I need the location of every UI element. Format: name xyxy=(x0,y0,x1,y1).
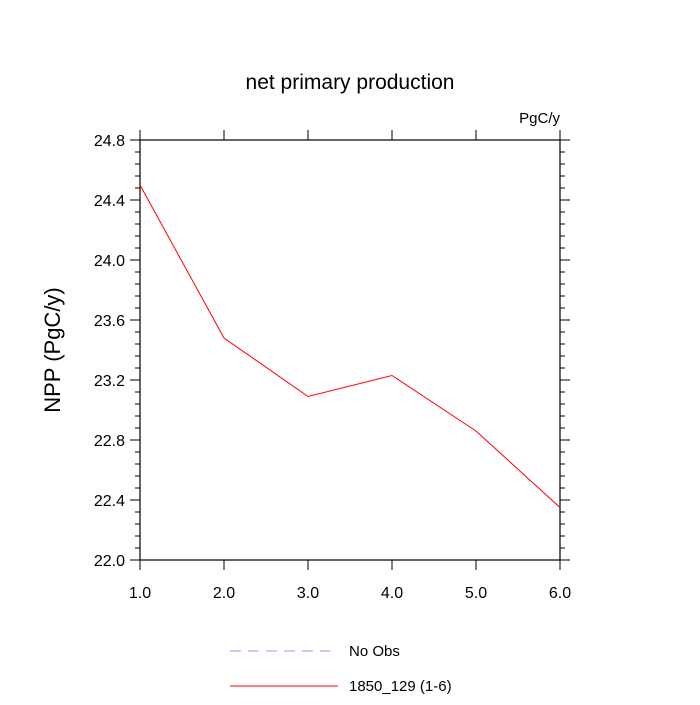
y-tick-label: 24.8 xyxy=(94,133,125,150)
y-axis-ticks: 22.0 22.4 22.8 23.2 23.6 24.0 24.4 24.8 xyxy=(94,133,570,570)
x-tick-label: 6.0 xyxy=(549,585,571,602)
chart-title: net primary production xyxy=(246,71,455,94)
y-tick-label: 24.0 xyxy=(94,253,125,270)
legend-label: No Obs xyxy=(349,643,400,660)
y-axis-label: NPP (PgC/y) xyxy=(40,287,65,413)
y-tick-label: 22.4 xyxy=(94,493,125,510)
series-line xyxy=(139,184,561,508)
units-label: PgC/y xyxy=(519,110,560,127)
y-tick-label: 22.0 xyxy=(94,553,125,570)
x-axis-ticks: 1.0 2.0 3.0 4.0 5.0 6.0 xyxy=(129,130,571,602)
series-layer xyxy=(139,184,561,508)
y-tick-label: 23.6 xyxy=(94,313,125,330)
x-tick-label: 5.0 xyxy=(465,585,487,602)
x-tick-label: 4.0 xyxy=(381,585,403,602)
legend: No Obs 1850_129 (1-6) xyxy=(230,643,452,695)
y-tick-label: 22.8 xyxy=(94,433,125,450)
x-tick-label: 3.0 xyxy=(297,585,319,602)
y-tick-label: 23.2 xyxy=(94,373,125,390)
x-tick-label: 1.0 xyxy=(129,585,151,602)
y-tick-label: 24.4 xyxy=(94,193,125,210)
legend-label: 1850_129 (1-6) xyxy=(349,678,452,695)
plot-frame xyxy=(139,139,561,561)
x-tick-label: 2.0 xyxy=(213,585,235,602)
